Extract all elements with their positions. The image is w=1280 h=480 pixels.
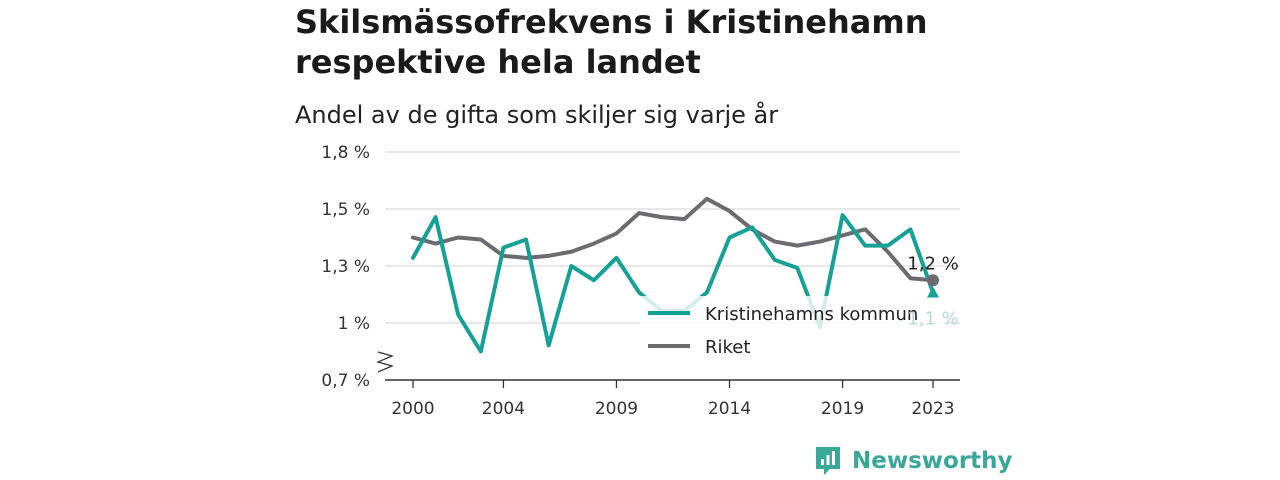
brand-name: Newsworthy — [852, 448, 1013, 474]
legend-label-kristinehamn: Kristinehamns kommun — [705, 304, 918, 325]
x-tick-label: 2014 — [708, 399, 751, 419]
end-marker-kristinehamn — [927, 286, 939, 298]
x-tick-label: 2000 — [391, 399, 434, 419]
y-axis-ticks: 0,7 % 1 % 1,3 % 1,5 % 1,8 % — [321, 143, 370, 391]
x-tick-label: 2004 — [482, 399, 525, 419]
y-tick-label: 1,5 % — [321, 200, 370, 220]
legend-label-riket: Riket — [705, 337, 750, 358]
end-labels: 1,2 % 1,1 % — [907, 253, 958, 329]
brand-logo: Newsworthy — [814, 444, 1013, 478]
x-tick-label: 2023 — [911, 399, 954, 419]
newsworthy-logo-icon — [816, 447, 840, 475]
y-tick-label: 1,8 % — [321, 143, 370, 163]
end-label-kristinehamn: 1,1 % — [907, 308, 958, 329]
chart-subtitle: Andel av de gifta som skiljer sig varje … — [295, 101, 779, 129]
y-tick-label: 1 % — [338, 314, 370, 334]
chart-title: Skilsmässofrekvens i Kristinehamn respek… — [295, 3, 928, 81]
line-chart: 0,7 % 1 % 1,3 % 1,5 % 1,8 % 2000 2004 2009 2014… — [321, 143, 960, 419]
x-tick-label: 2019 — [821, 399, 864, 419]
x-axis: 2000 2004 2009 2014 2019 2023 — [376, 351, 960, 419]
end-marker-riket — [927, 274, 939, 287]
y-tick-label: 0,7 % — [321, 371, 370, 391]
y-tick-label: 1,3 % — [321, 257, 370, 277]
axis-break-icon — [376, 351, 394, 373]
x-tick-label: 2009 — [595, 399, 638, 419]
legend-background — [640, 296, 945, 366]
series-line-riket — [411, 196, 935, 283]
legend: Kristinehamns kommun Riket — [640, 296, 945, 366]
end-label-riket: 1,2 % — [907, 253, 958, 274]
